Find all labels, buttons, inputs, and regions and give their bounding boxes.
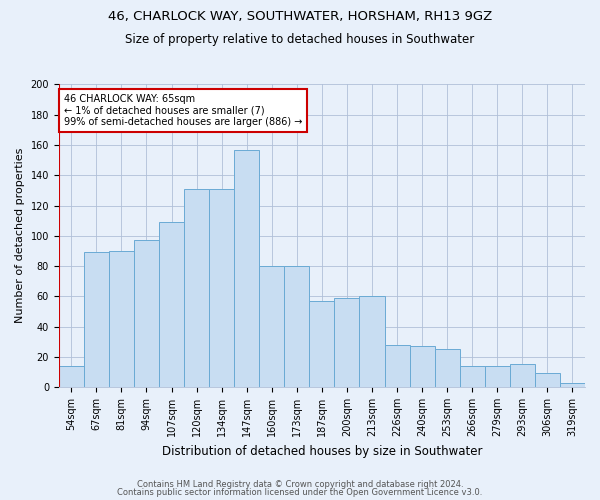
Bar bbox=[460, 366, 485, 387]
Text: 46, CHARLOCK WAY, SOUTHWATER, HORSHAM, RH13 9GZ: 46, CHARLOCK WAY, SOUTHWATER, HORSHAM, R… bbox=[108, 10, 492, 23]
Text: Contains public sector information licensed under the Open Government Licence v3: Contains public sector information licen… bbox=[118, 488, 482, 497]
Bar bbox=[385, 344, 410, 387]
Bar bbox=[434, 349, 460, 387]
Text: Size of property relative to detached houses in Southwater: Size of property relative to detached ho… bbox=[125, 32, 475, 46]
Bar bbox=[184, 189, 209, 387]
Bar bbox=[510, 364, 535, 387]
X-axis label: Distribution of detached houses by size in Southwater: Distribution of detached houses by size … bbox=[161, 444, 482, 458]
Bar bbox=[560, 382, 585, 387]
Bar bbox=[234, 150, 259, 387]
Bar bbox=[159, 222, 184, 387]
Bar bbox=[310, 301, 334, 387]
Bar bbox=[535, 374, 560, 387]
Bar bbox=[84, 252, 109, 387]
Bar bbox=[410, 346, 434, 387]
Text: Contains HM Land Registry data © Crown copyright and database right 2024.: Contains HM Land Registry data © Crown c… bbox=[137, 480, 463, 489]
Bar bbox=[334, 298, 359, 387]
Bar bbox=[209, 189, 234, 387]
Text: 46 CHARLOCK WAY: 65sqm
← 1% of detached houses are smaller (7)
99% of semi-detac: 46 CHARLOCK WAY: 65sqm ← 1% of detached … bbox=[64, 94, 302, 127]
Bar bbox=[284, 266, 310, 387]
Bar bbox=[485, 366, 510, 387]
Bar bbox=[59, 366, 84, 387]
Y-axis label: Number of detached properties: Number of detached properties bbox=[15, 148, 25, 324]
Bar bbox=[259, 266, 284, 387]
Bar bbox=[109, 251, 134, 387]
Bar bbox=[359, 296, 385, 387]
Bar bbox=[134, 240, 159, 387]
